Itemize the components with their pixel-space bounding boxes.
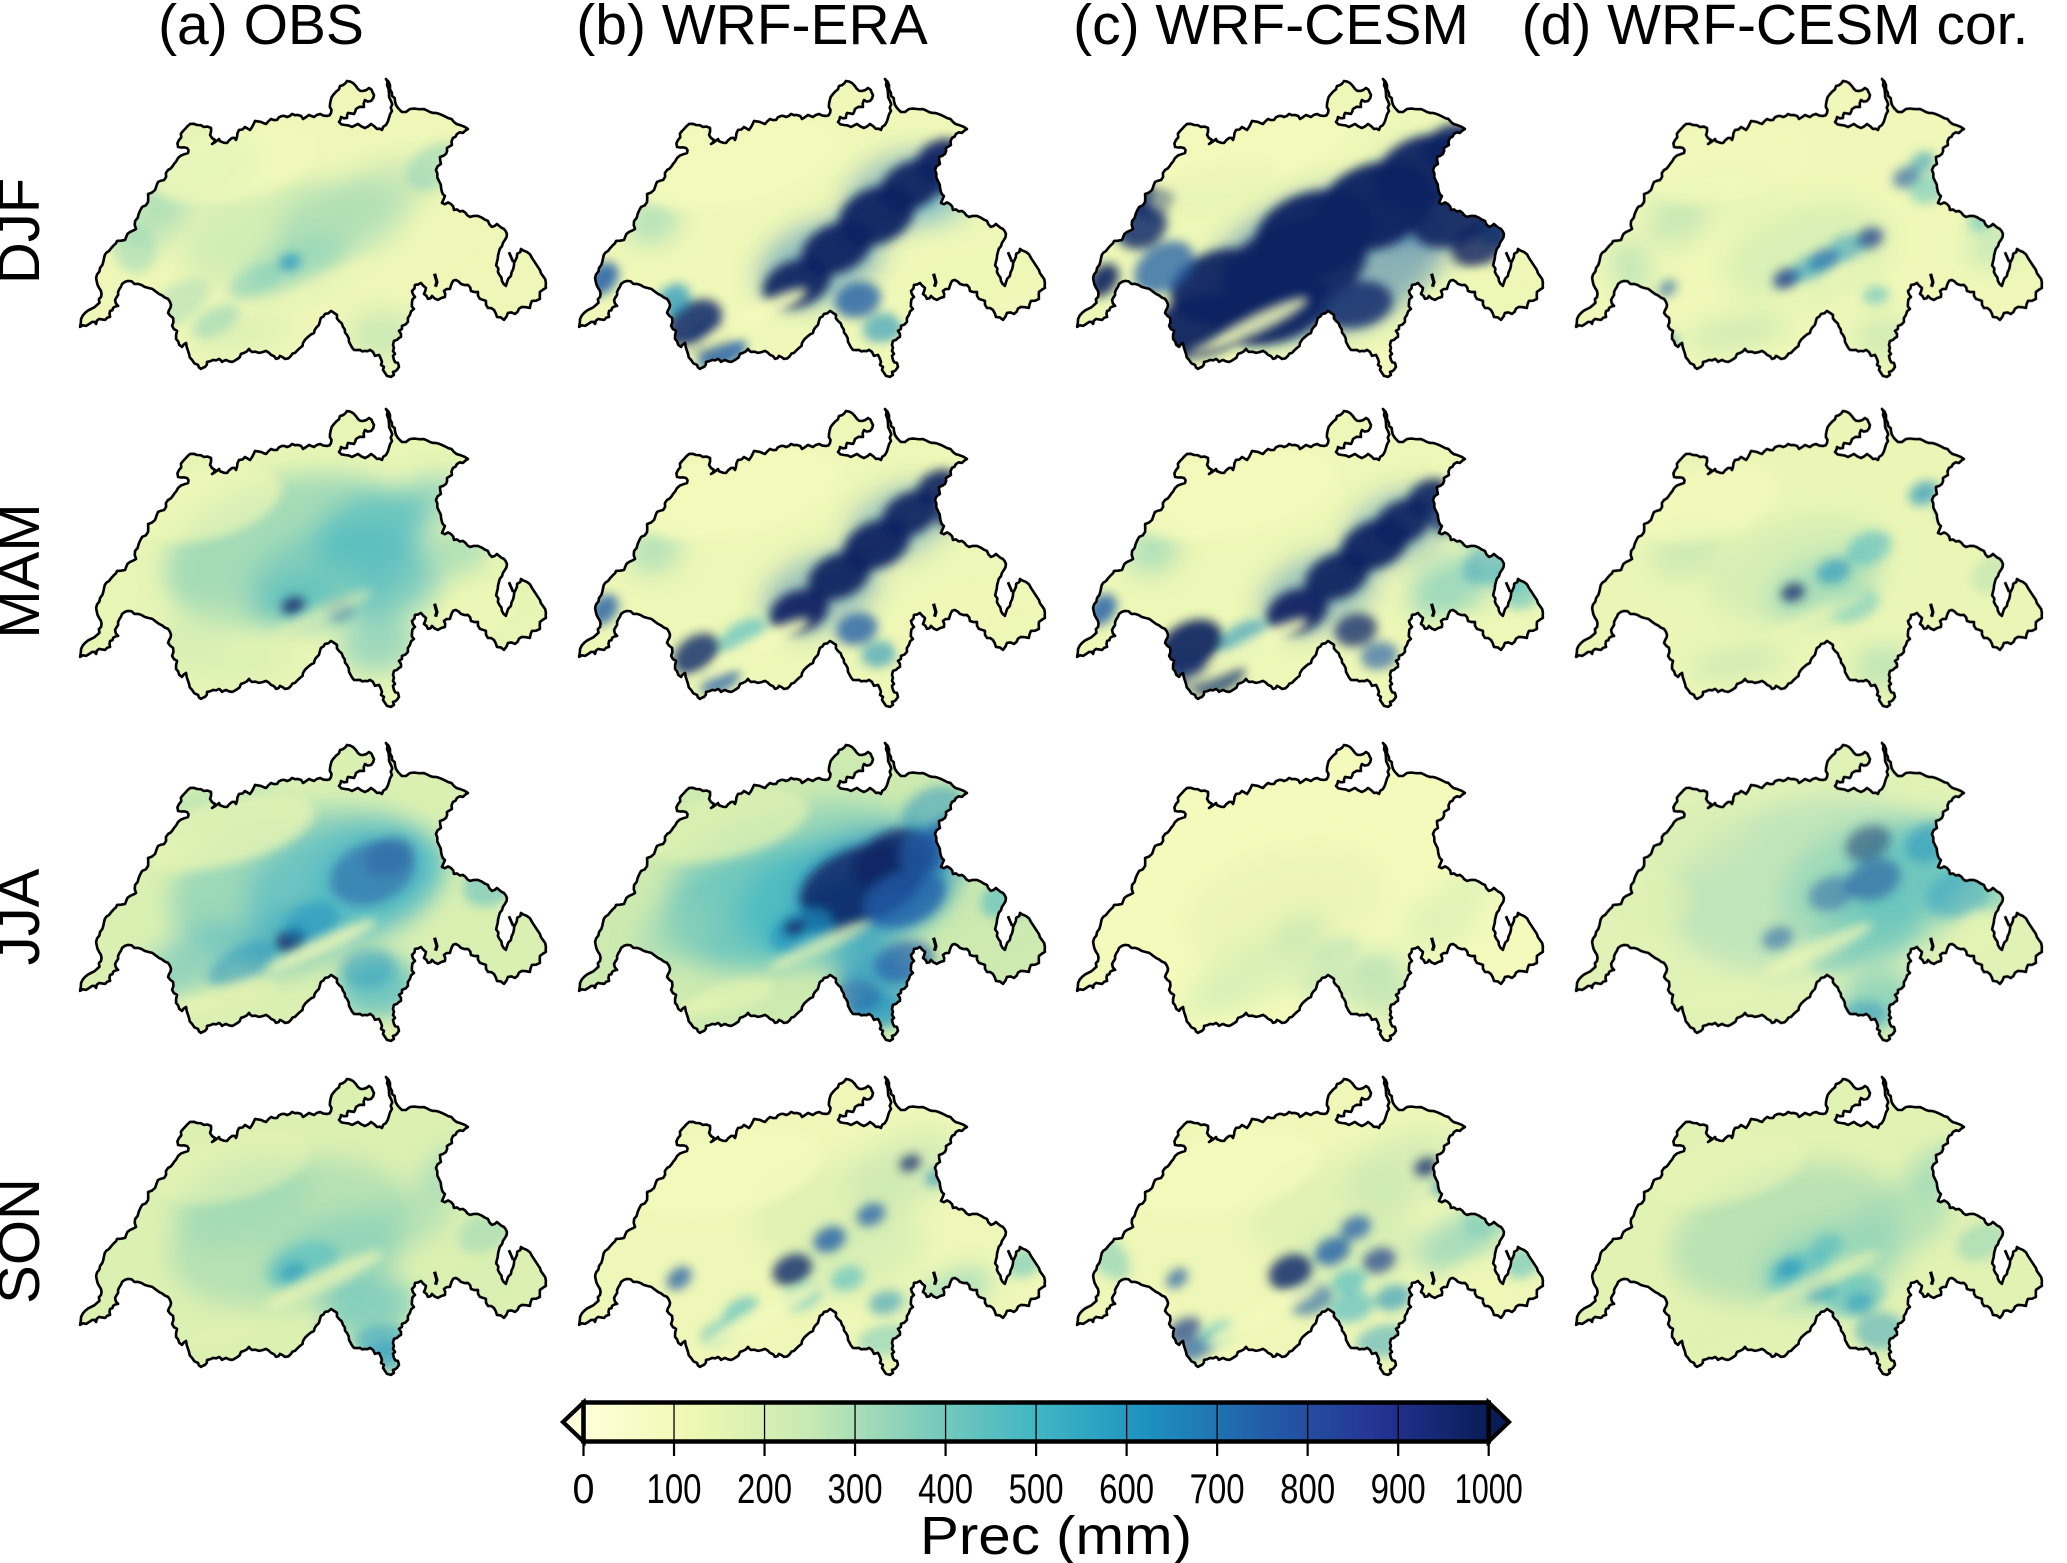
svg-text:300: 300 bbox=[828, 1465, 883, 1512]
svg-text:700: 700 bbox=[1190, 1465, 1245, 1512]
svg-text:500: 500 bbox=[1009, 1465, 1064, 1512]
svg-text:Prec (mm): Prec (mm) bbox=[920, 1506, 1192, 1563]
svg-text:600: 600 bbox=[1099, 1465, 1154, 1512]
svg-text:200: 200 bbox=[737, 1465, 792, 1512]
svg-text:0: 0 bbox=[573, 1465, 595, 1512]
svg-text:800: 800 bbox=[1280, 1465, 1335, 1512]
svg-text:900: 900 bbox=[1371, 1465, 1426, 1512]
svg-text:100: 100 bbox=[647, 1465, 702, 1512]
svg-text:1000: 1000 bbox=[1455, 1465, 1523, 1512]
svg-text:400: 400 bbox=[918, 1465, 973, 1512]
